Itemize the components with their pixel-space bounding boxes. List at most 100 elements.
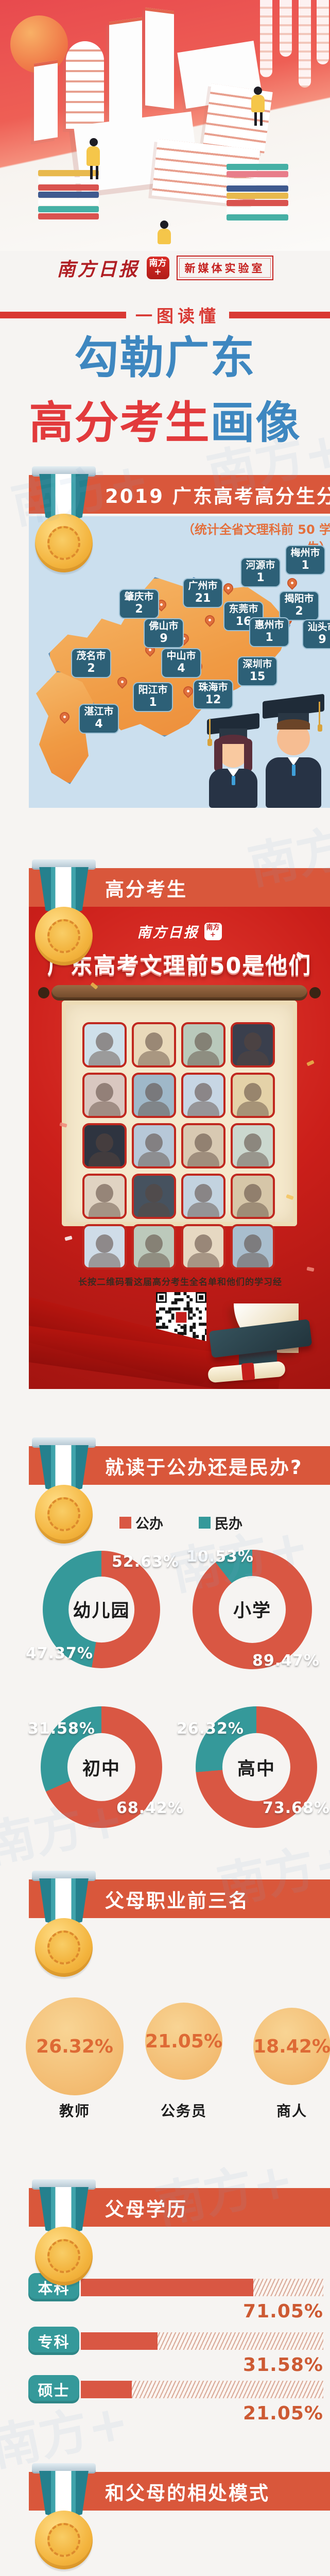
city-count: 4 xyxy=(95,717,103,731)
city-name: 揭阳市 xyxy=(284,593,314,604)
photo-shoulders-silhouette xyxy=(237,1152,269,1166)
decor-pillar xyxy=(299,0,311,88)
photo-shoulders-silhouette xyxy=(237,1253,269,1267)
occupation-label: 教师 xyxy=(59,2103,90,2120)
student-photo xyxy=(132,1174,176,1219)
student-photo-grid xyxy=(82,1022,278,1269)
student-photo xyxy=(132,1073,176,1118)
student-photo xyxy=(181,1123,225,1168)
newspaper-logo: 南方日报 xyxy=(57,259,140,280)
city-label: 惠州市 1 xyxy=(249,617,289,648)
photo-head-silhouette xyxy=(244,1184,262,1202)
student-photo xyxy=(132,1224,176,1269)
watermark-text: 南方+ xyxy=(202,419,330,504)
city-count: 16 xyxy=(235,615,252,628)
photo-head-silhouette xyxy=(145,1184,163,1202)
occupation-pct: 18.42% xyxy=(253,2036,330,2057)
student-photo xyxy=(231,1073,275,1118)
donut-hole: 幼儿园 xyxy=(68,1577,134,1642)
app-badge-icon: 南方+ xyxy=(146,257,169,279)
city-count: 1 xyxy=(301,558,309,572)
city-name: 佛山市 xyxy=(149,620,179,632)
photo-head-silhouette xyxy=(195,1133,212,1152)
city-count: 2 xyxy=(87,662,95,675)
donut-pct-label: 52.63% xyxy=(112,1553,179,1571)
student-photo xyxy=(82,1174,127,1219)
city-name: 湛江市 xyxy=(84,706,114,717)
edu-bar-track xyxy=(81,2381,323,2398)
city-name: 广州市 xyxy=(188,580,218,591)
city-count: 1 xyxy=(265,631,273,644)
photo-head-silhouette xyxy=(145,1083,163,1101)
student-photo xyxy=(132,1123,176,1168)
qr-caption: 长按二维码看这届高分考生全名单和他们的学习经 xyxy=(78,1277,282,1287)
donut-chart-小学: 小学 xyxy=(193,1550,312,1669)
city-label: 揭阳市 2 xyxy=(279,591,319,621)
edu-pill-专科: 专科 xyxy=(28,2327,79,2355)
band-title: 就读于公办还是民办? xyxy=(105,1456,303,1479)
occupation-pct: 26.32% xyxy=(36,2036,113,2057)
city-label: 深圳市 15 xyxy=(237,656,277,687)
donut-pct-label: 68.42% xyxy=(116,1799,184,1817)
photo-head-silhouette xyxy=(195,1184,212,1202)
city-count: 9 xyxy=(160,632,168,645)
photo-shoulders-silhouette xyxy=(89,1101,120,1116)
student-photo xyxy=(181,1073,225,1118)
edu-pct-label: 21.05% xyxy=(243,2403,323,2424)
city-labels: 梅州市1河源市1广州市21肇庆市2揭阳市2东莞市16惠州市1佛山市9汕头市9茂名… xyxy=(29,516,330,808)
student-photo xyxy=(132,1022,176,1067)
poster-brand-row: 南方日报 南方+ xyxy=(29,921,330,941)
photo-shoulders-silhouette xyxy=(89,1202,120,1217)
photo-head-silhouette xyxy=(195,1032,212,1051)
photo-head-silhouette xyxy=(244,1133,262,1152)
kicker-band: 一图读懂 xyxy=(0,306,330,326)
city-label: 湛江市 4 xyxy=(79,704,119,734)
photo-shoulders-silhouette xyxy=(187,1253,219,1267)
donut-chart-高中: 高中 xyxy=(196,1706,317,1828)
occupation-circle-商人: 18.42% xyxy=(253,2008,330,2085)
watermark-text: 南方+ xyxy=(0,1790,129,1875)
student-photo xyxy=(231,1224,275,1269)
main-title-line2-blue: 画像 xyxy=(210,397,301,449)
city-name: 中山市 xyxy=(166,650,196,662)
city-label: 茂名市 2 xyxy=(71,648,111,679)
student-photo xyxy=(82,1073,127,1118)
photo-head-silhouette xyxy=(96,1032,113,1051)
city-name: 河源市 xyxy=(246,560,275,571)
occupation-circle-教师: 26.32% xyxy=(26,1997,124,2095)
legend-swatch-private xyxy=(199,1517,211,1529)
graduate-girl xyxy=(205,708,262,808)
occupation-circle-公务员: 21.05% xyxy=(145,2003,222,2080)
student-photo xyxy=(231,1174,275,1219)
donut-chart-幼儿园: 幼儿园 xyxy=(43,1551,160,1668)
city-count: 12 xyxy=(205,693,221,706)
donut-pct-label: 89.47% xyxy=(252,1652,320,1670)
person-figure xyxy=(158,221,171,244)
watermark-text: 南方+ xyxy=(151,2150,299,2235)
edu-bar-track xyxy=(81,2279,323,2296)
city-name: 汕头市 xyxy=(307,621,330,633)
kicker-bar-right xyxy=(229,311,330,318)
watermark-text: 南方+ xyxy=(244,811,330,896)
photo-head-silhouette xyxy=(244,1032,262,1051)
city-name: 珠海市 xyxy=(198,682,228,693)
band-title: 父母学历 xyxy=(105,2198,187,2221)
donut-hole: 高中 xyxy=(222,1733,291,1802)
photo-shoulders-silhouette xyxy=(187,1152,219,1166)
photo-head-silhouette xyxy=(244,1083,262,1101)
legend-private: 民办 xyxy=(199,1513,242,1533)
donut-hole: 初中 xyxy=(67,1733,136,1802)
city-count: 1 xyxy=(149,696,157,709)
photo-head-silhouette xyxy=(195,1234,212,1253)
city-name: 深圳市 xyxy=(242,658,272,670)
book-stack xyxy=(38,170,99,219)
watermark-text: 南方+ xyxy=(213,1831,330,1916)
decor-pillar xyxy=(317,0,329,64)
watermark-text: 南方+ xyxy=(7,450,154,535)
legend-label-public: 公办 xyxy=(135,1516,163,1532)
city-name: 梅州市 xyxy=(290,547,320,558)
person-figure xyxy=(251,87,265,126)
city-label: 河源市 1 xyxy=(240,557,281,588)
donut-pct-label: 47.37% xyxy=(26,1645,93,1663)
poster-app-badge-icon: 南方+ xyxy=(204,922,222,940)
